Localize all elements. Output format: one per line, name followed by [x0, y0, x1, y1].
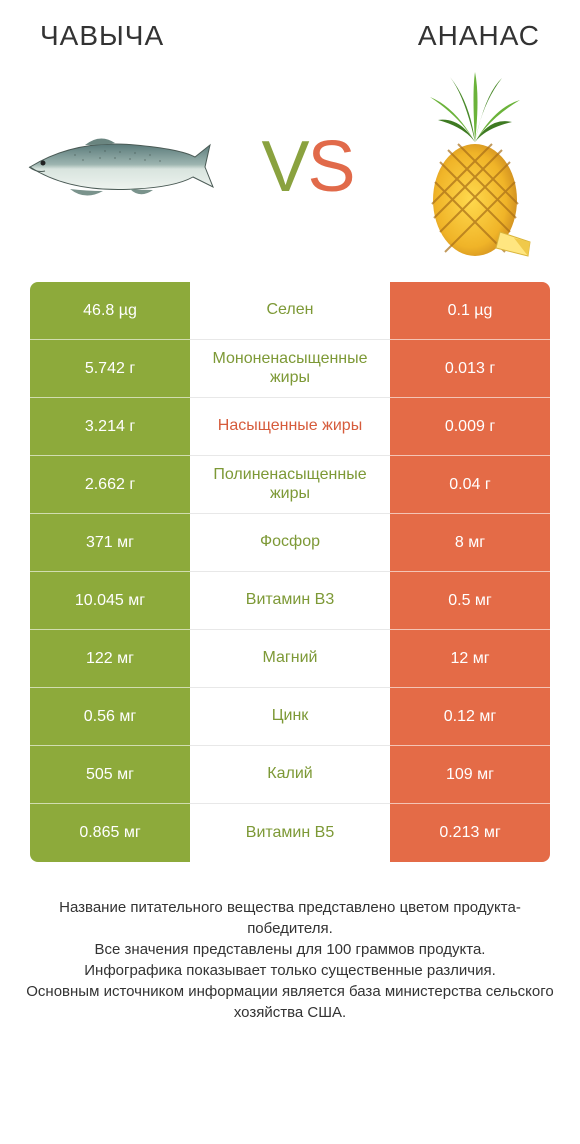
footnote-line: Основным источником информации является …: [20, 981, 560, 1023]
left-value: 46.8 µg: [30, 282, 190, 340]
left-value: 10.045 мг: [30, 572, 190, 630]
nutrient-label: Магний: [190, 630, 390, 688]
left-product-title: ЧАВЫЧА: [40, 20, 164, 52]
left-value: 0.56 мг: [30, 688, 190, 746]
pineapple-leaves: [430, 72, 520, 142]
right-value: 0.1 µg: [390, 282, 550, 340]
vs-label: VS: [261, 126, 353, 208]
nutrient-label: Полиненасыщенные жиры: [190, 456, 390, 514]
right-value: 0.04 г: [390, 456, 550, 514]
table-row: 3.214 гНасыщенные жиры0.009 г: [30, 398, 550, 456]
fish-icon: [15, 127, 215, 207]
header: ЧАВЫЧА АНАНАС: [0, 0, 580, 62]
left-value: 2.662 г: [30, 456, 190, 514]
left-value: 5.742 г: [30, 340, 190, 398]
left-product-image: [15, 127, 215, 207]
left-value: 371 мг: [30, 514, 190, 572]
left-value: 505 мг: [30, 746, 190, 804]
right-value: 109 мг: [390, 746, 550, 804]
nutrient-label: Фосфор: [190, 514, 390, 572]
table-row: 122 мгМагний12 мг: [30, 630, 550, 688]
right-value: 8 мг: [390, 514, 550, 572]
left-value: 3.214 г: [30, 398, 190, 456]
pineapple-icon: [410, 72, 540, 262]
table-row: 371 мгФосфор8 мг: [30, 514, 550, 572]
right-product-image: [400, 72, 550, 262]
nutrient-label: Селен: [190, 282, 390, 340]
right-product-title: АНАНАС: [418, 20, 540, 52]
table-row: 0.56 мгЦинк0.12 мг: [30, 688, 550, 746]
nutrient-label: Витамин B5: [190, 804, 390, 862]
left-value: 0.865 мг: [30, 804, 190, 862]
nutrient-label: Цинк: [190, 688, 390, 746]
vs-v: V: [261, 127, 307, 207]
right-value: 0.5 мг: [390, 572, 550, 630]
vs-s: S: [308, 127, 354, 207]
images-row: VS: [0, 62, 580, 282]
table-row: 505 мгКалий109 мг: [30, 746, 550, 804]
right-value: 0.013 г: [390, 340, 550, 398]
nutrient-label: Насыщенные жиры: [190, 398, 390, 456]
table-row: 46.8 µgСелен0.1 µg: [30, 282, 550, 340]
nutrient-label: Витамин B3: [190, 572, 390, 630]
table-row: 10.045 мгВитамин B30.5 мг: [30, 572, 550, 630]
comparison-table: 46.8 µgСелен0.1 µg5.742 гМононенасыщенны…: [30, 282, 550, 862]
footnote-line: Все значения представлены для 100 граммо…: [20, 939, 560, 960]
footnote: Название питательного вещества представл…: [0, 862, 580, 1023]
footnote-line: Название питательного вещества представл…: [20, 897, 560, 939]
footnote-line: Инфографика показывает только существенн…: [20, 960, 560, 981]
table-row: 0.865 мгВитамин B50.213 мг: [30, 804, 550, 862]
nutrient-label: Мононенасыщенные жиры: [190, 340, 390, 398]
right-value: 0.213 мг: [390, 804, 550, 862]
table-row: 5.742 гМононенасыщенные жиры0.013 г: [30, 340, 550, 398]
left-value: 122 мг: [30, 630, 190, 688]
table-row: 2.662 гПолиненасыщенные жиры0.04 г: [30, 456, 550, 514]
right-value: 0.12 мг: [390, 688, 550, 746]
nutrient-label: Калий: [190, 746, 390, 804]
right-value: 12 мг: [390, 630, 550, 688]
right-value: 0.009 г: [390, 398, 550, 456]
